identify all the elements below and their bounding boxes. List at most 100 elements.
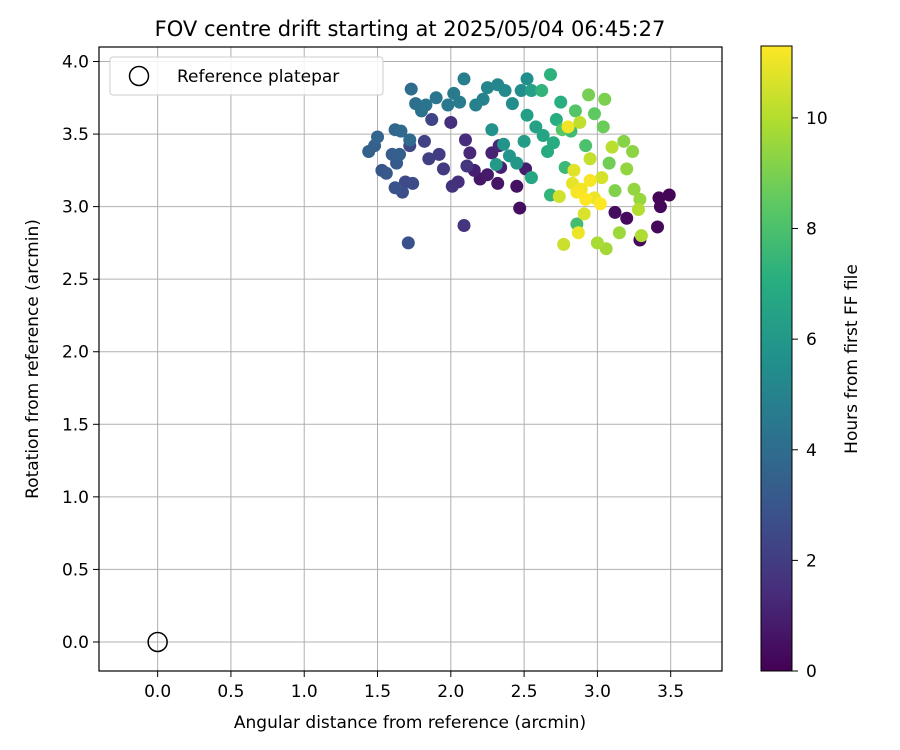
scatter-point xyxy=(570,185,584,199)
scatter-point xyxy=(583,174,597,188)
scatter-point xyxy=(417,134,431,148)
scatter-point xyxy=(388,181,402,195)
scatter-point xyxy=(419,98,433,112)
x-tick-label: 0.5 xyxy=(217,682,244,702)
x-tick-label: 2.5 xyxy=(511,682,538,702)
x-tick-label: 1.0 xyxy=(291,682,318,702)
scatter-point xyxy=(491,176,505,190)
scatter-point xyxy=(457,218,471,232)
plot-frame xyxy=(98,46,723,672)
scatter-point xyxy=(457,72,471,86)
scatter-point xyxy=(425,113,439,127)
scatter-point xyxy=(634,229,648,243)
colorbar-label: Hours from first FF file xyxy=(842,264,862,454)
scatter-point xyxy=(620,162,634,176)
scatter-point xyxy=(514,84,528,98)
x-tick-label: 3.0 xyxy=(584,682,611,702)
scatter-point xyxy=(441,98,455,112)
x-tick-label: 2.0 xyxy=(437,682,464,702)
scatter-point xyxy=(422,152,436,166)
colorbar-ticks: 0 2 4 6 8 10 xyxy=(792,109,828,682)
scatter-point xyxy=(406,176,420,190)
scatter-point xyxy=(463,146,477,160)
scatter-point xyxy=(593,197,607,211)
scatter-point xyxy=(485,123,499,137)
scatter-point xyxy=(453,95,467,109)
scatter-point xyxy=(404,82,418,96)
x-axis-label: Angular distance from reference (arcmin) xyxy=(234,713,586,733)
scatter-point xyxy=(582,88,596,102)
y-tick-label: 2.5 xyxy=(62,270,89,290)
scatter-point xyxy=(529,120,543,134)
scatter-point xyxy=(662,188,676,202)
scatter-point xyxy=(444,115,458,129)
x-tick-label: 3.5 xyxy=(657,682,684,702)
scatter-point xyxy=(598,92,612,106)
colorbar-tick-label: 4 xyxy=(806,441,817,461)
colorbar-tick-label: 10 xyxy=(806,109,828,129)
scatter-point xyxy=(587,107,601,121)
y-axis-label: Rotation from reference (arcmin) xyxy=(23,219,43,499)
colorbar: 0 2 4 6 8 10 Hours from first FF file xyxy=(760,45,862,682)
scatter-point xyxy=(577,207,591,221)
scatter-point xyxy=(631,203,645,217)
scatter-point xyxy=(535,84,549,98)
x-tick-label: 1.5 xyxy=(364,682,391,702)
chart-title: FOV centre drift starting at 2025/05/04 … xyxy=(155,17,666,41)
scatter-point xyxy=(554,95,568,109)
scatter-point xyxy=(579,192,593,206)
grid-lines xyxy=(99,47,722,671)
scatter-point xyxy=(557,237,571,251)
y-tick-label: 4.0 xyxy=(62,53,89,73)
scatter-point xyxy=(524,171,538,185)
scatter-point xyxy=(458,133,472,147)
scatter-point xyxy=(510,156,524,170)
scatter-point xyxy=(561,120,575,134)
scatter-point xyxy=(590,236,604,250)
scatter-point xyxy=(552,189,566,203)
scatter-point xyxy=(517,134,531,148)
scatter-point xyxy=(579,139,593,153)
scatter-point xyxy=(432,147,446,161)
legend-label: Reference platepar xyxy=(177,67,339,87)
scatter-points xyxy=(362,68,676,256)
scatter-point xyxy=(602,156,616,170)
scatter-point xyxy=(510,179,524,193)
scatter-point xyxy=(567,163,581,177)
scatter-point xyxy=(489,158,503,172)
scatter-point xyxy=(536,129,550,143)
scatter-point xyxy=(573,115,587,129)
y-tick-label: 2.0 xyxy=(62,343,89,363)
y-tick-label: 3.0 xyxy=(62,198,89,218)
scatter-point xyxy=(476,92,490,106)
scatter-point xyxy=(620,211,634,225)
scatter-point xyxy=(520,72,534,86)
colorbar-tick-label: 8 xyxy=(806,220,817,240)
scatter-point xyxy=(379,166,393,180)
scatter-point xyxy=(608,205,622,219)
scatter-point xyxy=(480,81,494,95)
colorbar-tick-label: 0 xyxy=(806,662,817,682)
y-tick-label: 1.0 xyxy=(62,488,89,508)
scatter-point xyxy=(445,179,459,193)
scatter-point xyxy=(513,201,527,215)
scatter-point xyxy=(633,192,647,206)
scatter-point xyxy=(583,152,597,166)
scatter-point xyxy=(596,120,610,134)
scatter-point xyxy=(568,104,582,118)
scatter-point xyxy=(429,91,443,105)
scatter-point xyxy=(617,134,631,148)
colorbar-tick-label: 2 xyxy=(806,551,817,571)
scatter-point xyxy=(605,140,619,154)
scatter-point xyxy=(436,162,450,176)
colorbar-gradient xyxy=(760,45,793,672)
scatter-point xyxy=(403,133,417,147)
scatter-point xyxy=(627,182,641,196)
x-tick-label: 0.0 xyxy=(144,682,171,702)
y-tick-label: 3.5 xyxy=(62,125,89,145)
legend-box xyxy=(109,56,384,96)
scatter-point xyxy=(608,184,622,198)
x-axis-ticks: 0.0 0.5 1.0 1.5 2.0 2.5 3.0 3.5 xyxy=(144,671,684,702)
scatter-point xyxy=(393,147,407,161)
